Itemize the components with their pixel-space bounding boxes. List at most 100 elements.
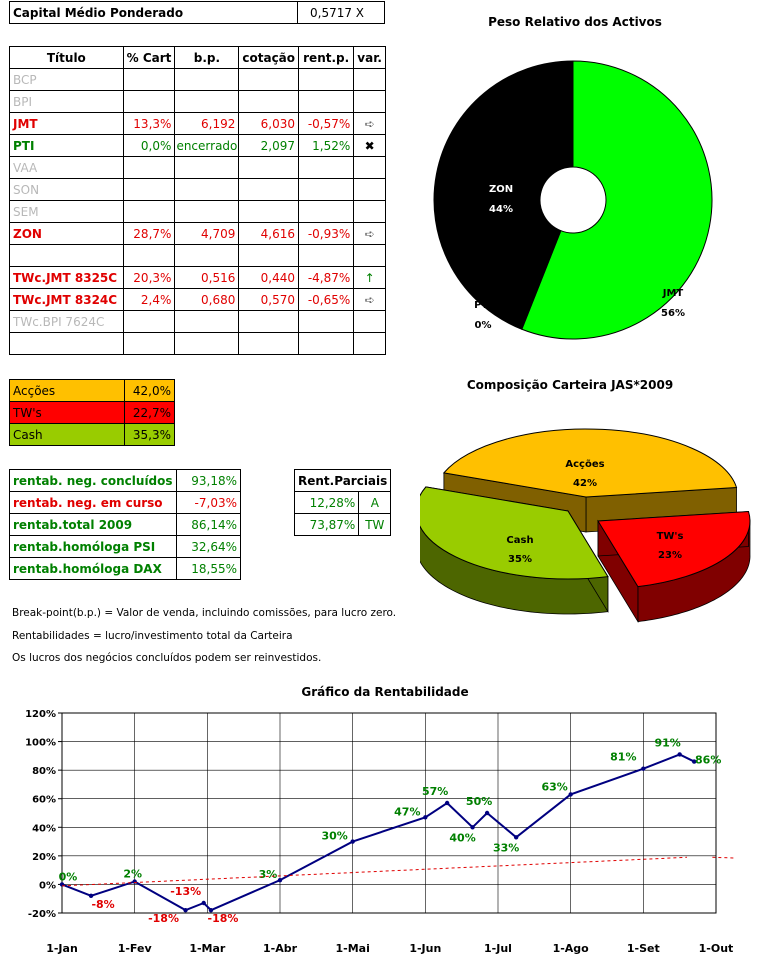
- table-row: BPI: [9, 90, 386, 113]
- table-row: TWc.JMT 8324C 2,4% 0,680 0,570 -0,65% ➪: [9, 288, 386, 311]
- cell-cot: 2,097: [238, 134, 300, 157]
- data-label: 63%: [541, 780, 567, 793]
- cell-bp: [174, 68, 240, 91]
- cell-title: SEM: [9, 200, 124, 223]
- cell-cot: 0,570: [238, 288, 300, 311]
- pie-value-label: 0%: [475, 320, 492, 331]
- data-label: 57%: [422, 785, 448, 798]
- col-titulo: Título: [9, 46, 124, 69]
- table-row: BCP: [9, 68, 386, 91]
- data-label: 81%: [610, 751, 636, 764]
- cell-title: [9, 332, 124, 355]
- cell-rent: [298, 310, 355, 333]
- composition-table: Acções 42,0% TW's 22,7% Cash 35,3%: [9, 379, 175, 446]
- pie-chart-composition: Acções 42% Cash 35% TW's 23%: [420, 428, 751, 624]
- cell-rent: -0,57%: [298, 112, 355, 135]
- cell-pct: [122, 156, 176, 179]
- composition-value: 35,3%: [124, 423, 175, 446]
- cell-pct: 2,4%: [122, 288, 176, 311]
- composition-row: TW's 22,7%: [9, 401, 175, 424]
- x-tick-label: 1-Jan: [46, 942, 78, 955]
- data-label: 0%: [59, 870, 78, 883]
- cell-bp: [174, 178, 240, 201]
- cell-rent: 1,52%: [298, 134, 355, 157]
- cell-pct: [122, 68, 176, 91]
- cell-cot: [238, 310, 300, 333]
- plot-area: [61, 712, 717, 914]
- cell-pct: 28,7%: [122, 222, 176, 245]
- pie3d-slice-tws: [597, 510, 751, 588]
- cell-title: VAA: [9, 156, 124, 179]
- x-tick-label: 1-Jul: [484, 942, 512, 955]
- cell-cot: [238, 90, 300, 113]
- pie-label: PTI: [474, 300, 492, 311]
- data-point: [513, 835, 519, 840]
- y-tick-label: -20%: [28, 909, 56, 920]
- cell-var: [353, 90, 386, 113]
- table-row: SEM: [9, 200, 386, 223]
- cell-rent: [298, 156, 355, 179]
- partials-table: Rent.Parciais 12,28% A 73,87% TW: [293, 469, 392, 536]
- data-point: [183, 907, 188, 913]
- cell-cot: [238, 68, 300, 91]
- cell-rent: -0,65%: [298, 288, 355, 311]
- cell-title: TWc.JMT 8324C: [9, 288, 124, 311]
- pie3d-label: Cash: [506, 535, 533, 546]
- cell-cot: 4,616: [238, 222, 300, 245]
- data-label: 33%: [493, 841, 519, 854]
- cell-bp: [174, 310, 240, 333]
- data-point: [470, 825, 475, 830]
- x-tick-label: 1-Fev: [118, 942, 153, 955]
- partial-code-tw: TW: [358, 513, 392, 536]
- data-point: [350, 839, 355, 844]
- table-row: VAA: [9, 156, 386, 179]
- data-point: [208, 907, 214, 913]
- cell-pct: [122, 310, 176, 333]
- x-tick-label: 1-Abr: [263, 942, 298, 955]
- data-point: [568, 792, 573, 797]
- cell-var: [353, 244, 386, 267]
- cell-rent: [298, 332, 355, 355]
- table-row: PTI 0,0% encerrado 2,097 1,52% ✖: [9, 134, 386, 157]
- cell-var: [353, 332, 386, 355]
- composition-label: Acções: [9, 379, 125, 402]
- cell-var: ➪: [353, 222, 386, 245]
- cell-rent: -4,87%: [298, 266, 355, 289]
- cell-title: [9, 244, 124, 267]
- cell-rent: [298, 200, 355, 223]
- portfolio-rows: BCP BPI JMT 13,3% 6,192 6,030 -0,57% ➪ PTI 0,0% en…: [9, 68, 386, 355]
- cell-var: ↑: [353, 266, 386, 289]
- returns-row: rentab.homóloga DAX 18,55%: [9, 557, 242, 580]
- returns-label: rentab.total 2009: [9, 513, 177, 536]
- pie3d-value-label: 42%: [573, 478, 597, 489]
- data-label: 91%: [654, 736, 680, 749]
- x-tick-label: 1-Out: [699, 942, 734, 955]
- table-row: JMT 13,3% 6,192 6,030 -0,57% ➪: [9, 112, 386, 135]
- trend-line: [712, 856, 735, 859]
- table-row: TWc.JMT 8325C 20,3% 0,516 0,440 -4,87% ↑: [9, 266, 386, 289]
- note-rentabilidades: Rentabilidades = lucro/investimento tota…: [12, 630, 293, 642]
- cell-rent: -0,93%: [298, 222, 355, 245]
- cell-var: [353, 68, 386, 91]
- partial-value-a: 12,28%: [293, 491, 360, 514]
- cell-cot: 6,030: [238, 112, 300, 135]
- cell-var: [353, 156, 386, 179]
- cell-bp: 4,709: [174, 222, 240, 245]
- data-label: 2%: [123, 868, 142, 881]
- partial-code-a: A: [358, 491, 392, 514]
- cell-title: BCP: [9, 68, 124, 91]
- table-row: SON: [9, 178, 386, 201]
- cell-var: ✖: [353, 134, 386, 157]
- data-label: 30%: [321, 830, 347, 843]
- pie-value-label: 44%: [489, 204, 513, 215]
- data-point: [444, 800, 450, 806]
- cell-var: [353, 200, 386, 223]
- cell-pct: [122, 332, 176, 355]
- pie-slice-zon: [433, 60, 574, 330]
- cell-rent: [298, 90, 355, 113]
- y-tick-label: 80%: [32, 766, 56, 777]
- returns-value: -7,03%: [175, 491, 242, 514]
- data-label: 3%: [259, 868, 278, 881]
- returns-label: rentab. neg. em curso: [9, 491, 177, 514]
- pie-label: ZON: [489, 184, 513, 195]
